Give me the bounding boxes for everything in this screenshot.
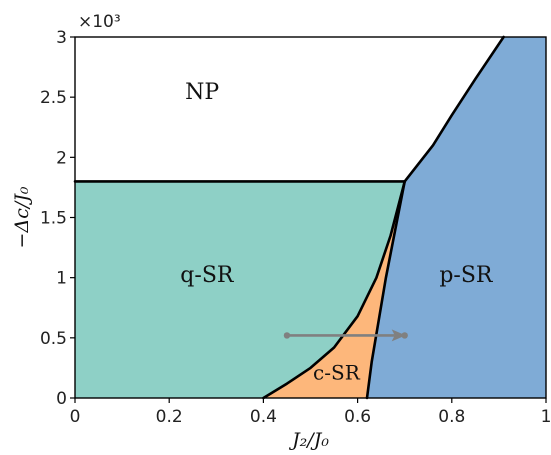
region-q-sr <box>75 181 405 398</box>
x-tick-label: 0.4 <box>250 407 277 427</box>
arrow-start-point <box>283 332 291 339</box>
region-np <box>75 37 504 182</box>
region-label-q-sr: q-SR <box>180 263 235 288</box>
region-labels-layer: NP q-SR c-SR p-SR <box>180 80 494 384</box>
x-axis-label: J₂/J₀ <box>288 429 329 451</box>
csr-psr-line <box>365 180 406 400</box>
region-c-sr <box>263 181 405 398</box>
x-tick-label: 0.8 <box>438 407 465 427</box>
region-label-p-sr: p-SR <box>439 263 494 288</box>
qsr-csr-line <box>262 180 406 400</box>
y-tick-label: 3 <box>56 28 67 48</box>
region-label-np: NP <box>185 80 219 105</box>
arrow-end-point <box>401 332 408 339</box>
arrow-head <box>391 329 406 342</box>
y-tick-label: 2.5 <box>40 88 67 108</box>
x-tick-label: 0.2 <box>156 407 183 427</box>
y-tick-label: 0.5 <box>40 329 67 349</box>
x-tick-label: 0 <box>70 407 81 427</box>
region-p-sr <box>367 37 546 398</box>
y-axis-label: −Δc/J₀ <box>11 186 33 248</box>
y-tick-label: 2 <box>56 148 67 168</box>
y-tick-label: 1 <box>56 269 67 289</box>
regions-layer <box>75 37 546 398</box>
arrow-layer <box>283 329 408 342</box>
x-tick-label: 1 <box>541 407 551 427</box>
y-tick-label: 0 <box>56 389 67 409</box>
y-multiplier-label: ×10³ <box>78 12 121 32</box>
x-tick-label: 0.6 <box>344 407 371 427</box>
np-psr-line <box>403 35 505 183</box>
region-label-c-sr: c-SR <box>313 361 361 385</box>
boundary-lines-layer <box>73 35 505 400</box>
ticks-layer: 0 0.2 0.4 0.6 0.8 1 0 0.5 1 1.5 2 2.5 3 <box>40 28 551 427</box>
y-tick-label: 1.5 <box>40 209 67 229</box>
